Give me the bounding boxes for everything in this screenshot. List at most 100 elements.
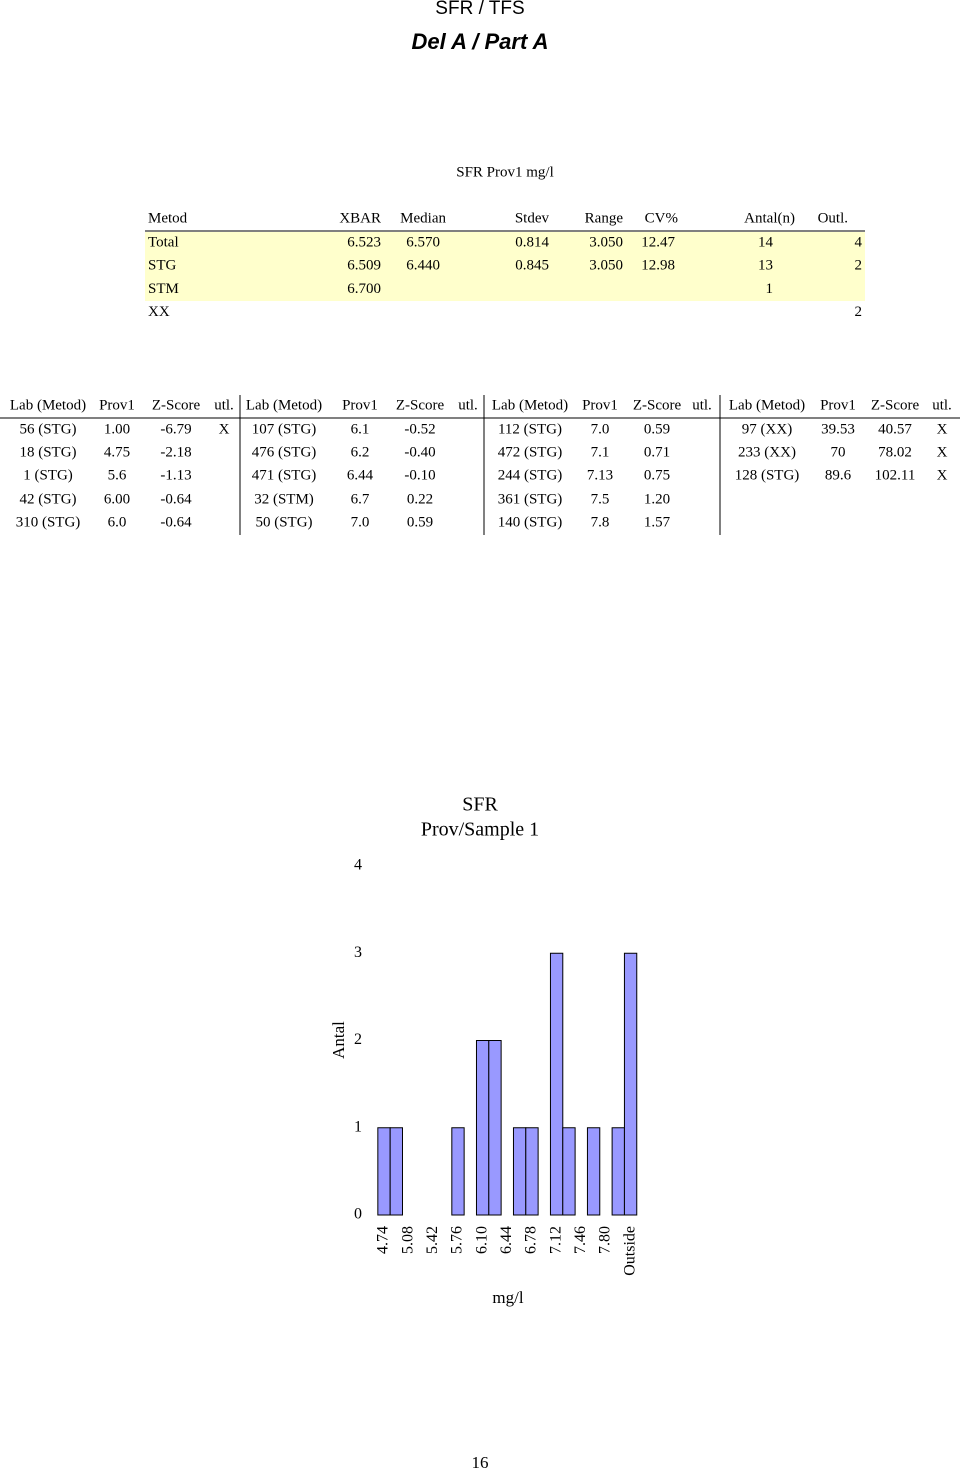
column-header: Prov1 bbox=[342, 397, 378, 413]
table-cell: 361 (STG) bbox=[498, 491, 563, 507]
table-cell: -0.52 bbox=[404, 421, 435, 437]
table-cell: 12.47 bbox=[641, 234, 675, 250]
table-cell: 50 (STG) bbox=[255, 514, 312, 530]
table-cell: 1.00 bbox=[104, 421, 130, 437]
x-tick-label: 5.76 bbox=[449, 1226, 466, 1254]
x-tick-label: 7.80 bbox=[597, 1226, 614, 1254]
table-cell: 0.845 bbox=[515, 258, 549, 274]
table-cell: 6.1 bbox=[351, 421, 370, 437]
table-cell: 140 (STG) bbox=[498, 514, 563, 530]
column-header: Z-Score bbox=[633, 397, 682, 413]
table-cell: 32 (STM) bbox=[254, 491, 314, 507]
table-cell: STG bbox=[148, 258, 177, 274]
table-cell: 476 (STG) bbox=[252, 444, 317, 460]
table-cell: -6.79 bbox=[160, 421, 191, 437]
y-tick-label: 1 bbox=[354, 1118, 362, 1135]
table-cell: 39.53 bbox=[821, 421, 855, 437]
table-cell: X bbox=[219, 421, 230, 437]
x-tick-label: 6.10 bbox=[473, 1226, 490, 1254]
table-cell: XX bbox=[148, 304, 170, 320]
table-cell: 6.44 bbox=[347, 467, 374, 483]
table-cell: 1 bbox=[766, 281, 774, 297]
table-cell: 7.1 bbox=[591, 444, 610, 460]
table-cell: 2 bbox=[855, 304, 863, 320]
column-header: Antal(n) bbox=[744, 210, 795, 226]
table-cell: 97 (XX) bbox=[742, 421, 792, 437]
column-header: CV% bbox=[645, 210, 678, 226]
table-cell: 3.050 bbox=[589, 234, 623, 250]
table-cell: -1.13 bbox=[160, 467, 191, 483]
bar bbox=[549, 952, 564, 1216]
table-cell: 233 (XX) bbox=[738, 444, 796, 460]
y-tick-label: 3 bbox=[354, 944, 362, 961]
table-cell: 70 bbox=[831, 444, 846, 460]
table-cell: 18 (STG) bbox=[19, 444, 76, 460]
table-cell: 0.22 bbox=[407, 491, 433, 507]
table-cell: 7.8 bbox=[591, 514, 610, 530]
table-cell: 6.700 bbox=[347, 281, 381, 297]
table-cell: 471 (STG) bbox=[252, 467, 317, 483]
table-cell: 56 (STG) bbox=[19, 421, 76, 437]
table-cell: 78.02 bbox=[878, 444, 912, 460]
table-cell: -0.10 bbox=[404, 467, 435, 483]
x-tick-label: 7.46 bbox=[572, 1226, 589, 1254]
table-cell: X bbox=[937, 421, 948, 437]
column-header: Median bbox=[400, 210, 446, 226]
column-header: Z-Score bbox=[152, 397, 201, 413]
table-cell: 472 (STG) bbox=[498, 444, 563, 460]
chart-title: SFR bbox=[462, 794, 498, 816]
column-header: utl. bbox=[214, 397, 234, 413]
table-cell: 89.6 bbox=[825, 467, 852, 483]
y-tick-label: 2 bbox=[354, 1031, 362, 1048]
bar bbox=[611, 1127, 625, 1216]
column-header: utl. bbox=[932, 397, 952, 413]
column-header: XBAR bbox=[339, 210, 381, 226]
column-header: Lab (Metod) bbox=[10, 397, 86, 413]
table-cell: 6.509 bbox=[347, 258, 381, 274]
x-tick-label: 7.12 bbox=[547, 1226, 564, 1254]
table-cell: 112 (STG) bbox=[498, 421, 562, 437]
column-header: Metod bbox=[148, 210, 188, 226]
table-cell: -0.64 bbox=[160, 491, 192, 507]
table-cell: 14 bbox=[758, 234, 774, 250]
table-cell: 0.59 bbox=[407, 514, 433, 530]
page-subtitle: Del A / Part A bbox=[412, 29, 549, 54]
table-cell: 1.57 bbox=[644, 514, 671, 530]
bar bbox=[377, 1127, 391, 1216]
column-header: Range bbox=[585, 210, 624, 226]
table-cell: 6.570 bbox=[406, 234, 440, 250]
table-cell: 310 (STG) bbox=[16, 514, 81, 530]
x-tick-label: 5.42 bbox=[424, 1226, 441, 1254]
table-cell: 6.7 bbox=[351, 491, 370, 507]
bar bbox=[525, 1127, 539, 1216]
column-header: Lab (Metod) bbox=[492, 397, 568, 413]
column-header: Z-Score bbox=[871, 397, 920, 413]
column-header: Prov1 bbox=[99, 397, 135, 413]
x-tick-label: 6.78 bbox=[523, 1226, 540, 1254]
x-tick-label: 6.44 bbox=[498, 1226, 515, 1254]
x-axis-label: mg/l bbox=[492, 1288, 523, 1307]
table-cell: 7.13 bbox=[587, 467, 613, 483]
x-tick-label: 4.74 bbox=[375, 1226, 392, 1254]
table-cell: 128 (STG) bbox=[735, 467, 800, 483]
column-header: Outl. bbox=[818, 210, 848, 226]
table-cell: 7.0 bbox=[351, 514, 370, 530]
column-header: utl. bbox=[692, 397, 712, 413]
table-cell: 0.814 bbox=[515, 234, 549, 250]
table-cell: 42 (STG) bbox=[19, 491, 76, 507]
bar bbox=[586, 1127, 601, 1216]
table-cell: 7.5 bbox=[591, 491, 610, 507]
table-cell: 1 (STG) bbox=[23, 467, 73, 483]
column-header: utl. bbox=[458, 397, 478, 413]
summary-highlight bbox=[145, 232, 865, 301]
table-cell: 1.20 bbox=[644, 491, 670, 507]
table-cell: 6.440 bbox=[406, 258, 440, 274]
table-cell: -0.64 bbox=[160, 514, 192, 530]
table-cell: STM bbox=[148, 281, 179, 297]
bar bbox=[475, 1040, 490, 1216]
y-tick-label: 4 bbox=[354, 857, 362, 874]
page-title: SFR / TFS bbox=[435, 0, 524, 19]
table-cell: 0.59 bbox=[644, 421, 670, 437]
table-cell: -2.18 bbox=[160, 444, 191, 460]
